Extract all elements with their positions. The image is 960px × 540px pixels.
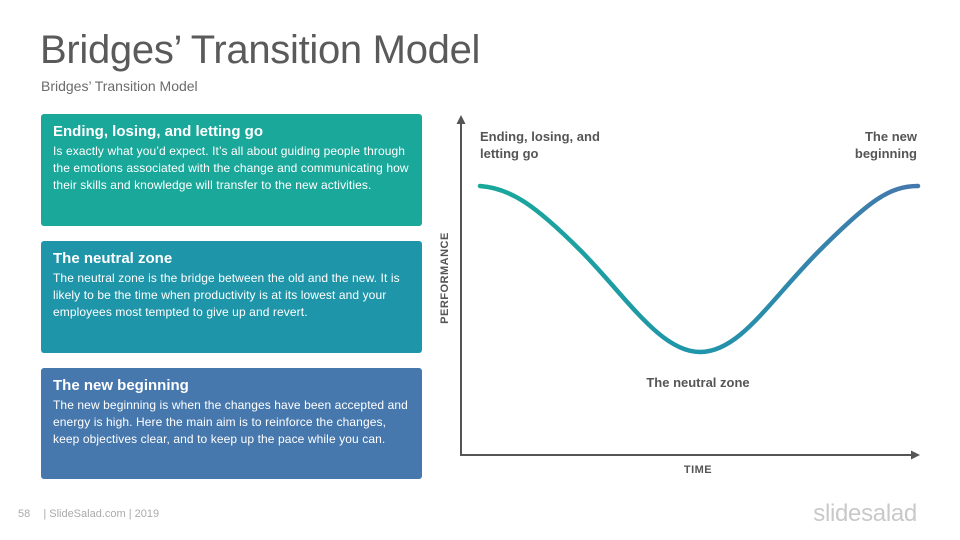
y-axis-arrow [456,115,466,124]
x-axis-arrow [911,450,920,460]
brand-logo: slidesalad [813,500,917,527]
y-axis-label: PERFORMANCE [439,232,451,324]
slide-title: Bridges’ Transition Model [40,28,481,72]
diagram-label-neutral-zone: The neutral zone [646,375,750,390]
diagram-label-new-beginning: The new beginning [854,129,917,161]
page-number: 58 [18,508,31,520]
card-neutral-body: The neutral zone is the bridge between t… [53,271,400,319]
transition-diagram [456,115,921,460]
card-ending-heading: Ending, losing, and letting go [53,123,263,140]
x-axis-label: TIME [683,464,713,476]
transition-curve [477,183,921,355]
footer: 58 | SlideSalad.com | 2019 [18,508,159,520]
diagram-label-ending: Ending, losing, and letting go [480,129,600,161]
card-new-beginning: The new beginning The new beginning is w… [41,368,422,479]
card-ending-body: Is exactly what you’d expect. It’s all a… [53,144,409,192]
card-neutral: The neutral zone The neutral zone is the… [41,241,422,353]
slide-subtitle: Bridges’ Transition Model [41,78,198,94]
card-neutral-heading: The neutral zone [53,250,173,267]
card-new-beginning-heading: The new beginning [53,377,189,394]
card-ending: Ending, losing, and letting go Is exactl… [41,114,422,226]
card-new-beginning-body: The new beginning is when the changes ha… [53,398,408,446]
footer-credit: | SlideSalad.com | 2019 [43,508,160,520]
